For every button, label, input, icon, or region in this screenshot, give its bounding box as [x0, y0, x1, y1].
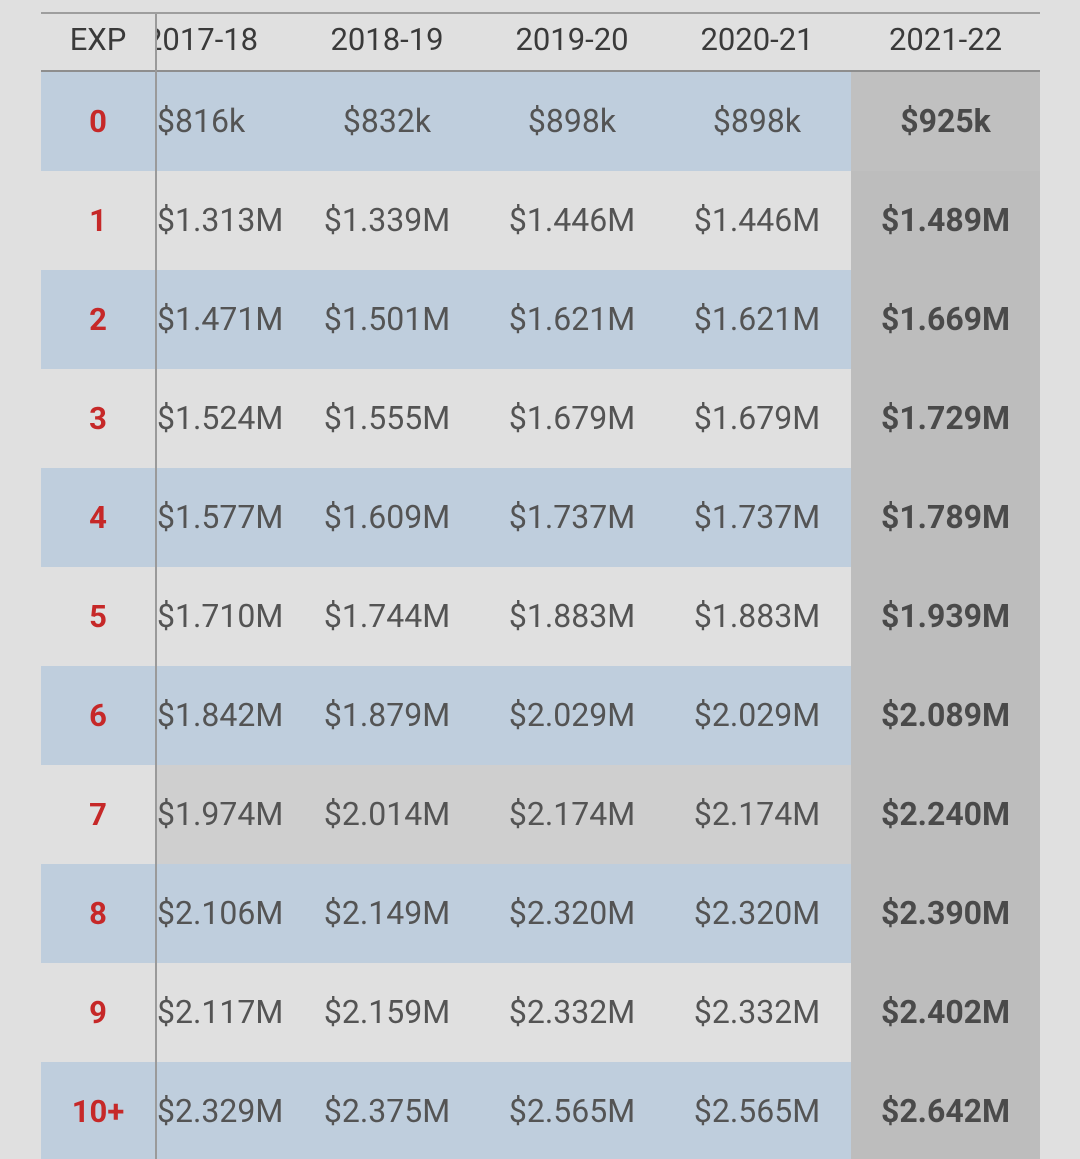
value-cell: $2.375M — [323, 1092, 451, 1130]
exp-cell: 7 — [41, 765, 155, 864]
value-cell: $898k — [712, 102, 802, 140]
current-season-cell: $1.729M — [851, 369, 1040, 468]
current-season-cell: $2.402M — [851, 963, 1040, 1062]
table-row: 9 $2.117M $2.159M $2.332M $2.332M $2.402… — [41, 963, 1040, 1062]
table-row: 3 $1.524M $1.555M $1.679M $1.679M $1.729… — [41, 369, 1040, 468]
table-row: 10+ $2.329M $2.375M $2.565M $2.565M $2.6… — [41, 1062, 1040, 1159]
value-cell: $1.737M — [693, 498, 821, 536]
value-cell: $2.159M — [323, 993, 451, 1031]
table-top-border — [41, 12, 1040, 14]
current-season-cell: $1.489M — [851, 171, 1040, 270]
exp-cell: 2 — [89, 301, 107, 338]
header-season: 2018-19 — [330, 21, 444, 58]
value-cell: $1.710M — [157, 597, 284, 635]
header-exp: EXP — [69, 21, 127, 58]
header-season: 2020-21 — [700, 21, 814, 58]
frozen-column-divider — [155, 14, 157, 1159]
value-cell: $2.149M — [323, 894, 451, 932]
value-cell: $2.174M — [508, 795, 636, 833]
table-row: 1 $1.313M $1.339M $1.446M $1.446M $1.489… — [41, 171, 1040, 270]
current-season-cell: $2.642M — [851, 1062, 1040, 1159]
exp-cell: 8 — [89, 895, 107, 932]
value-cell: $1.501M — [323, 300, 451, 338]
value-cell: $1.313M — [157, 201, 284, 239]
table-row: 4 $1.577M $1.609M $1.737M $1.737M $1.789… — [41, 468, 1040, 567]
value-cell: $1.621M — [693, 300, 821, 338]
table-row: 8 $2.106M $2.149M $2.320M $2.320M $2.390… — [41, 864, 1040, 963]
value-cell: $1.883M — [693, 597, 821, 635]
value-cell: $2.106M — [157, 894, 284, 932]
current-season-cell: $1.669M — [851, 270, 1040, 369]
value-cell: $1.609M — [323, 498, 451, 536]
exp-cell: 3 — [89, 400, 107, 437]
table-row: 0 $816k $832k $898k $898k $925k — [41, 72, 1040, 171]
table-row: 6 $1.842M $1.879M $2.029M $2.029M $2.089… — [41, 666, 1040, 765]
current-season-cell: $925k — [851, 72, 1040, 171]
exp-cell: 4 — [89, 499, 107, 536]
value-cell: $2.332M — [693, 993, 821, 1031]
value-cell: $1.446M — [508, 201, 636, 239]
value-cell: $1.577M — [157, 498, 284, 536]
table-row-selected: 7 $1.974M $2.014M $2.174M $2.174M $2.240… — [41, 765, 1040, 864]
current-season-cell: $2.240M — [851, 765, 1040, 864]
value-cell: $1.879M — [323, 696, 451, 734]
value-cell: $1.524M — [157, 399, 284, 437]
header-season: 2019-20 — [515, 21, 629, 58]
current-season-cell: $1.939M — [851, 567, 1040, 666]
header-season: 2017-18 — [157, 21, 259, 58]
current-season-cell: $2.089M — [851, 666, 1040, 765]
table-header: EXP 2017-18 2018-19 2019-20 2020-21 2021… — [41, 14, 1040, 70]
value-cell: $1.737M — [508, 498, 636, 536]
value-cell: $1.471M — [157, 300, 284, 338]
table-row: 2 $1.471M $1.501M $1.621M $1.621M $1.669… — [41, 270, 1040, 369]
exp-cell: 1 — [89, 202, 107, 239]
value-cell: $2.320M — [508, 894, 636, 932]
value-cell: $1.679M — [693, 399, 821, 437]
value-cell: $1.679M — [508, 399, 636, 437]
exp-cell: 0 — [89, 103, 107, 140]
exp-cell: 6 — [89, 697, 107, 734]
value-cell: $1.974M — [157, 795, 284, 833]
value-cell: $898k — [527, 102, 617, 140]
value-cell: $1.883M — [508, 597, 636, 635]
current-season-cell: $1.789M — [851, 468, 1040, 567]
value-cell: $2.329M — [157, 1092, 284, 1130]
value-cell: $2.565M — [693, 1092, 821, 1130]
value-cell: $1.446M — [693, 201, 821, 239]
table-row: 5 $1.710M $1.744M $1.883M $1.883M $1.939… — [41, 567, 1040, 666]
value-cell: $2.117M — [157, 993, 284, 1031]
value-cell: $816k — [157, 102, 246, 140]
value-cell: $1.842M — [157, 696, 284, 734]
current-season-cell: $2.390M — [851, 864, 1040, 963]
exp-cell: 10+ — [71, 1093, 125, 1130]
value-cell: $2.174M — [693, 795, 821, 833]
value-cell: $1.555M — [323, 399, 451, 437]
header-season-current: 2021-22 — [888, 21, 1003, 58]
value-cell: $1.621M — [508, 300, 636, 338]
exp-cell: 9 — [89, 994, 107, 1031]
value-cell: $832k — [342, 102, 432, 140]
value-cell: $2.320M — [693, 894, 821, 932]
value-cell: $2.029M — [508, 696, 636, 734]
exp-cell: 5 — [89, 598, 107, 635]
value-cell: $1.744M — [323, 597, 451, 635]
value-cell: $2.565M — [508, 1092, 636, 1130]
value-cell: $2.014M — [323, 795, 451, 833]
salary-table: EXP 2017-18 2018-19 2019-20 2020-21 2021… — [41, 12, 1040, 1159]
header-divider — [41, 70, 1040, 72]
value-cell: $2.332M — [508, 993, 636, 1031]
value-cell: $1.339M — [323, 201, 451, 239]
value-cell: $2.029M — [693, 696, 821, 734]
